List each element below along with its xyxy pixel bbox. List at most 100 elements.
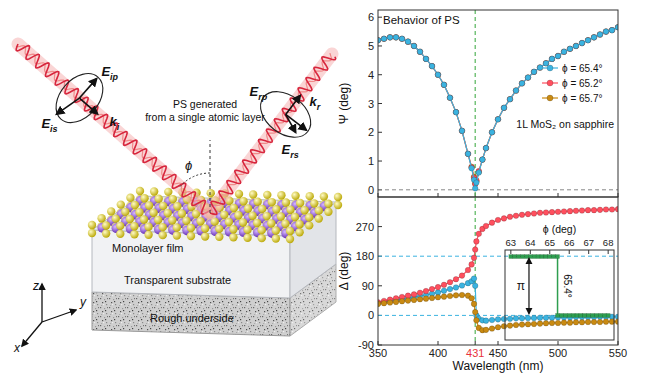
data-point (381, 300, 387, 306)
atom-s (140, 194, 148, 202)
data-point (567, 46, 573, 52)
field-label: Erp (250, 84, 268, 102)
data-point (429, 63, 435, 69)
series-line (378, 279, 618, 321)
data-point (483, 327, 489, 333)
field-label: kr (310, 94, 321, 112)
data-point (549, 209, 555, 215)
data-point (563, 313, 567, 317)
x-tick (608, 250, 609, 254)
data-point (513, 213, 519, 219)
data-point (423, 56, 429, 62)
data-point (501, 316, 507, 322)
atom-s (159, 231, 167, 239)
series-line (378, 27, 618, 184)
data-point (429, 63, 435, 69)
data-point (480, 157, 486, 163)
data-point (393, 35, 399, 41)
atom-s (253, 219, 261, 227)
atom-s (130, 230, 138, 238)
data-point (597, 32, 603, 38)
atom-s (324, 200, 332, 208)
data-point (381, 36, 387, 42)
data-point (423, 56, 429, 62)
axis-name: z (32, 279, 39, 293)
data-point (471, 276, 477, 282)
data-point (471, 301, 477, 307)
data-point (429, 295, 435, 301)
data-point (567, 46, 573, 52)
data-point (543, 60, 549, 66)
data-point (532, 255, 536, 259)
data-point (575, 313, 579, 317)
field-symbol: E (282, 142, 291, 157)
data-point (507, 323, 513, 329)
data-point (519, 81, 525, 87)
atom-s (263, 191, 271, 199)
data-point (489, 129, 495, 135)
data-point (567, 208, 573, 214)
data-point (459, 283, 465, 289)
y-tick-label: 270 (356, 221, 374, 233)
data-point (423, 288, 429, 294)
atom-s (306, 192, 314, 200)
data-point (525, 321, 531, 327)
atom-s (272, 234, 280, 242)
field-symbol: E (250, 84, 259, 99)
data-point (573, 43, 579, 49)
data-point (597, 32, 603, 38)
layer-label: Transparent substrate (124, 274, 231, 286)
data-point (387, 300, 393, 306)
x-tick (498, 341, 499, 345)
atom-s (277, 212, 285, 220)
y-tick (378, 103, 382, 104)
plot-area (378, 10, 618, 197)
x-tick (569, 250, 570, 254)
data-point (387, 35, 393, 41)
data-point (555, 320, 561, 326)
atom-s (207, 189, 215, 197)
angle-label: ϕ (185, 158, 192, 173)
atom-s (144, 231, 152, 239)
diagram: ϕEipEiskiErpErskrPS generatedfrom a sing… (13, 44, 342, 355)
data-point (609, 27, 615, 33)
atom-s (112, 214, 120, 222)
data-point (525, 75, 531, 81)
data-point (423, 296, 429, 302)
atom-s (135, 208, 143, 216)
data-point (405, 39, 411, 45)
data-point (609, 207, 615, 213)
data-point (555, 53, 561, 59)
data-point (405, 298, 411, 304)
data-point (381, 36, 387, 42)
caption: from a single atomic layer (145, 111, 265, 123)
data-point (411, 297, 417, 303)
data-point (519, 81, 525, 87)
field-label: ki (109, 114, 119, 132)
atom-s (136, 187, 144, 195)
data-point (489, 129, 495, 135)
atom-s (159, 202, 167, 210)
field-vector (57, 98, 80, 114)
data-point (519, 322, 525, 328)
atom-s (116, 222, 124, 230)
data-point (519, 81, 525, 87)
atom-s (244, 204, 252, 212)
atom-s (173, 231, 181, 239)
data-point (524, 255, 528, 259)
data-point (381, 36, 387, 42)
plot-frame (505, 250, 614, 340)
legend-swatch (547, 65, 553, 71)
atom-s (334, 193, 342, 201)
data-point (435, 72, 441, 78)
x-tick-label: 68 (603, 237, 614, 248)
atom-s (178, 209, 186, 217)
data-point (399, 36, 405, 42)
data-point (495, 324, 501, 330)
data-point (591, 313, 595, 317)
atom-s (88, 221, 96, 229)
x-tick (438, 341, 439, 345)
axis-arrow (41, 284, 42, 322)
data-point (465, 267, 471, 273)
data-point (531, 69, 537, 75)
